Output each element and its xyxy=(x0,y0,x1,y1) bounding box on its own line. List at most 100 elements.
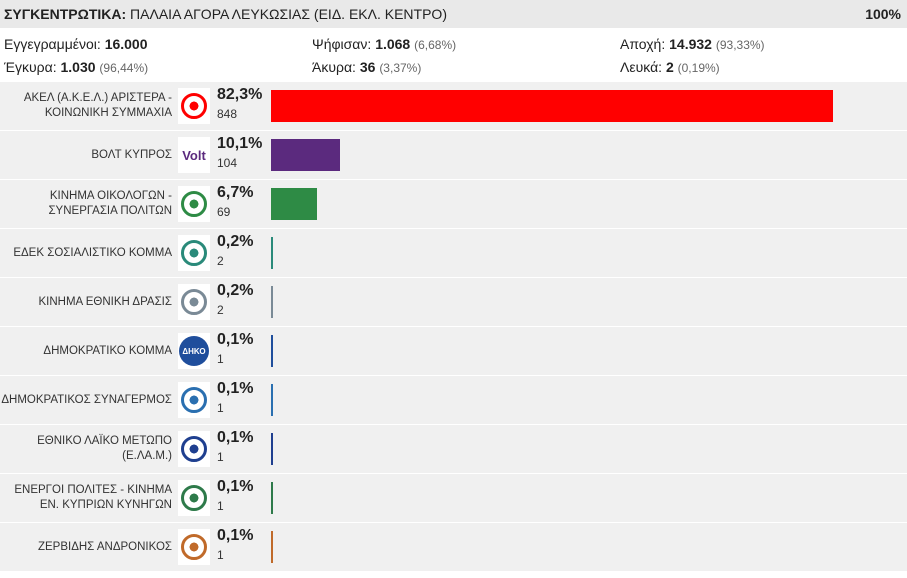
diko-logo-icon: ΔΗΚΟ xyxy=(178,333,210,369)
stat-registered-label: Εγγεγραμμένοι: xyxy=(4,36,101,52)
stat-voted-pct: (6,68%) xyxy=(414,38,457,52)
party-name: ΑΚΕΛ (Α.Κ.Ε.Λ.) ΑΡΙΣΤΕΡΑ - ΚΟΙΝΩΝΙΚΗ ΣΥΜ… xyxy=(23,92,172,119)
result-value: 82,3% 848 xyxy=(217,85,262,122)
votes-label: 1 xyxy=(217,499,224,513)
result-bar xyxy=(271,286,273,318)
result-bar xyxy=(271,188,317,220)
logo-emblem xyxy=(181,289,207,315)
votes-label: 1 xyxy=(217,352,224,366)
party-name: ΚΙΝΗΜΑ ΕΘΝΙΚΗ ΔΡΑΣΙΣ xyxy=(38,295,172,308)
percent-label: 0,2% xyxy=(217,282,254,299)
result-row: ΕΘΝΙΚΟ ΛΑΪΚΟ ΜΕΤΩΠΟ (Ε.ΛΑ.Μ.) 0,1% 1 xyxy=(0,425,907,474)
result-bar xyxy=(271,433,273,465)
result-bar xyxy=(271,384,273,416)
stat-blank-label: Λευκά: xyxy=(620,59,663,75)
percent-label: 0,2% xyxy=(217,233,254,250)
result-row: ΑΚΕΛ (Α.Κ.Ε.Λ.) ΑΡΙΣΤΕΡΑ - ΚΟΙΝΩΝΙΚΗ ΣΥΜ… xyxy=(0,82,907,131)
percent-label: 0,1% xyxy=(217,527,254,544)
result-row: ΔΗΜΟΚΡΑΤΙΚΟ ΚΟΜΜΑ ΔΗΚΟ 0,1% 1 xyxy=(0,327,907,376)
party-name: ΕΘΝΙΚΟ ΛΑΪΚΟ ΜΕΤΩΠΟ (Ε.ΛΑ.Μ.) xyxy=(37,435,172,462)
stat-registered: Εγγεγραμμένοι: 16.000 xyxy=(4,36,148,52)
stat-valid: Έγκυρα: 1.030 (96,44%) xyxy=(4,59,148,75)
logo-emblem xyxy=(181,534,207,560)
result-row: ΔΗΜΟΚΡΑΤΙΚΟΣ ΣΥΝΑΓΕΡΜΟΣ 0,1% 1 xyxy=(0,376,907,425)
percent-label: 0,1% xyxy=(217,380,254,397)
logo-emblem xyxy=(181,240,207,266)
stat-registered-value: 16.000 xyxy=(104,36,148,52)
summary-label: ΣΥΓΚΕΝΤΡΩΤΙΚΑ: xyxy=(4,6,127,22)
result-row: ΕΔΕΚ ΣΟΣΙΑΛΙΣΤΙΚΟ ΚΟΜΜΑ 0,2% 2 xyxy=(0,229,907,278)
result-bar xyxy=(271,531,273,563)
national-action-logo-icon xyxy=(178,284,210,320)
result-value: 0,2% 2 xyxy=(217,232,253,269)
volt-logo-icon: Volt xyxy=(178,137,210,173)
stat-blank: Λευκά: 2 (0,19%) xyxy=(620,59,720,75)
votes-label: 1 xyxy=(217,401,224,415)
result-bar xyxy=(271,237,273,269)
percent-label: 10,1% xyxy=(217,135,263,152)
party-name: ΕΔΕΚ ΣΟΣΙΑΛΙΣΤΙΚΟ ΚΟΜΜΑ xyxy=(13,246,172,259)
stat-blank-pct: (0,19%) xyxy=(677,61,720,75)
edek-logo-icon xyxy=(178,235,210,271)
ecologists-logo-icon xyxy=(178,186,210,222)
akel-logo-icon xyxy=(178,88,210,124)
logo-emblem xyxy=(181,191,207,217)
result-bar xyxy=(271,482,273,514)
stat-voted: Ψήφισαν: 1.068 (6,68%) xyxy=(312,36,456,52)
result-value: 6,7% 69 xyxy=(217,183,253,220)
votes-label: 2 xyxy=(217,303,224,317)
result-value: 0,1% 1 xyxy=(217,477,253,514)
counted-percent: 100% xyxy=(865,6,901,22)
result-row: ΚΙΝΗΜΑ ΕΘΝΙΚΗ ΔΡΑΣΙΣ 0,2% 2 xyxy=(0,278,907,327)
result-value: 0,2% 2 xyxy=(217,281,253,318)
result-bar xyxy=(271,139,340,171)
active-citizens-logo-icon xyxy=(178,480,210,516)
stat-abstention-label: Αποχή: xyxy=(620,36,666,52)
percent-label: 0,1% xyxy=(217,429,254,446)
votes-label: 104 xyxy=(217,156,238,170)
result-row: ΖΕΡΒΙΔΗΣ ΑΝΔΡΟΝΙΚΟΣ 0,1% 1 xyxy=(0,523,907,572)
party-name: ΔΗΜΟΚΡΑΤΙΚΟΣ ΣΥΝΑΓΕΡΜΟΣ xyxy=(1,393,172,406)
logo-emblem xyxy=(181,387,207,413)
stat-valid-value: 1.030 xyxy=(60,59,96,75)
votes-label: 1 xyxy=(217,450,224,464)
result-bar xyxy=(271,90,833,122)
stat-invalid-value: 36 xyxy=(359,59,376,75)
summary-title: ΣΥΓΚΕΝΤΡΩΤΙΚΑ: ΠΑΛΑΙΑ ΑΓΟΡΑ ΛΕΥΚΩΣΙΑΣ (Ε… xyxy=(4,0,447,28)
disy-logo-icon xyxy=(178,382,210,418)
party-name: ΚΙΝΗΜΑ ΟΙΚΟΛΟΓΩΝ - ΣΥΝΕΡΓΑΣΙΑ ΠΟΛΙΤΩΝ xyxy=(48,190,172,217)
votes-label: 2 xyxy=(217,254,224,268)
stat-voted-value: 1.068 xyxy=(375,36,411,52)
result-value: 0,1% 1 xyxy=(217,428,253,465)
votes-label: 1 xyxy=(217,548,224,562)
result-value: 0,1% 1 xyxy=(217,330,253,367)
stat-abstention-pct: (93,33%) xyxy=(715,38,765,52)
percent-label: 0,1% xyxy=(217,478,254,495)
votes-label: 69 xyxy=(217,205,231,219)
logo-text: Volt xyxy=(182,147,206,163)
stat-invalid: Άκυρα: 36 (3,37%) xyxy=(312,59,421,75)
result-row: ΒΟΛΤ ΚΥΠΡΟΣ Volt 10,1% 104 xyxy=(0,131,907,180)
header-bar: ΣΥΓΚΕΝΤΡΩΤΙΚΑ: ΠΑΛΑΙΑ ΑΓΟΡΑ ΛΕΥΚΩΣΙΑΣ (Ε… xyxy=(0,0,907,28)
elam-logo-icon xyxy=(178,431,210,467)
result-bar xyxy=(271,335,273,367)
result-row: ΕΝΕΡΓΟΙ ΠΟΛΙΤΕΣ - ΚΙΝΗΜΑ ΕΝ. ΚΥΠΡΙΩΝ ΚΥΝ… xyxy=(0,474,907,523)
stat-valid-label: Έγκυρα: xyxy=(4,59,57,75)
logo-text: ΔΗΚΟ xyxy=(179,336,209,366)
stat-blank-value: 2 xyxy=(665,59,674,75)
result-row: ΚΙΝΗΜΑ ΟΙΚΟΛΟΓΩΝ - ΣΥΝΕΡΓΑΣΙΑ ΠΟΛΙΤΩΝ 6,7… xyxy=(0,180,907,229)
result-value: 0,1% 1 xyxy=(217,526,253,563)
party-name: ΕΝΕΡΓΟΙ ΠΟΛΙΤΕΣ - ΚΙΝΗΜΑ ΕΝ. ΚΥΠΡΙΩΝ ΚΥΝ… xyxy=(14,484,172,511)
stat-invalid-label: Άκυρα: xyxy=(312,59,356,75)
party-name: ΖΕΡΒΙΔΗΣ ΑΝΔΡΟΝΙΚΟΣ xyxy=(37,540,172,553)
polling-center-name: ΠΑΛΑΙΑ ΑΓΟΡΑ ΛΕΥΚΩΣΙΑΣ (ΕΙΔ. ΕΚΛ. ΚΕΝΤΡΟ… xyxy=(130,6,447,22)
stat-valid-pct: (96,44%) xyxy=(99,61,149,75)
party-name: ΒΟΛΤ ΚΥΠΡΟΣ xyxy=(91,148,172,161)
logo-emblem xyxy=(181,93,207,119)
stat-voted-label: Ψήφισαν: xyxy=(312,36,372,52)
logo-emblem xyxy=(181,485,207,511)
percent-label: 82,3% xyxy=(217,86,263,103)
result-value: 10,1% 104 xyxy=(217,134,262,171)
result-value: 0,1% 1 xyxy=(217,379,253,416)
turnout-stats: Εγγεγραμμένοι: 16.000 Ψήφισαν: 1.068 (6,… xyxy=(0,31,907,81)
